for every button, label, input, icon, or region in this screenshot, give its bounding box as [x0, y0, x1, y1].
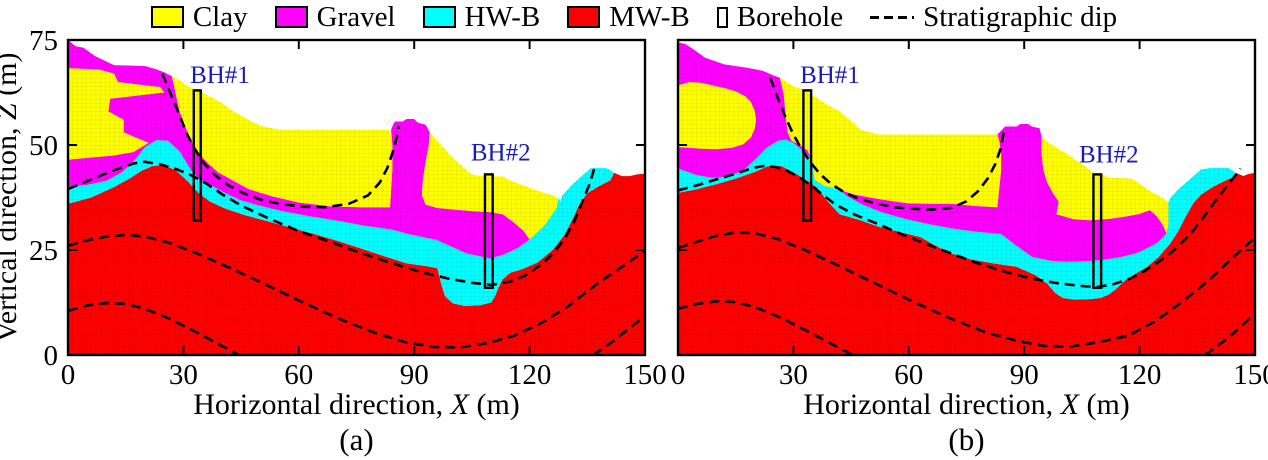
y-tick-label: 25 — [29, 235, 58, 267]
clay-swatch-icon — [150, 6, 184, 28]
plot-b-canvas: BH#1 BH#2 0 30 60 90 120 150 Horizontal directi… — [671, 38, 1268, 457]
gravel-swatch-icon — [274, 6, 308, 28]
stratigraphic-dip-curve — [67, 160, 596, 287]
legend-item: Gravel — [274, 0, 396, 33]
cross-section-plot-b: BH#1 BH#2 0 30 60 90 120 150 Horizontal directi… — [671, 38, 1268, 457]
borehole-bh#1 — [192, 89, 202, 222]
borehole-bh#2 — [1092, 173, 1103, 289]
borehole-label: BH#2 — [1079, 142, 1139, 169]
borehole-label: BH#1 — [190, 62, 250, 89]
plot-a-canvas: BH#1 BH#2 0 30 60 90 120 150 0 25 50 75 Vertical di… — [0, 25, 667, 457]
x-tick-label: 90 — [400, 359, 429, 391]
cross-section-plot-a: BH#1 BH#2 0 30 60 90 120 150 0 25 50 75 Vertical di… — [0, 25, 667, 457]
stratigraphic-dip-curve — [1204, 312, 1256, 357]
borehole-label: BH#1 — [800, 62, 860, 89]
axis-frame — [66, 38, 647, 357]
legend-item: HW-B — [422, 0, 541, 33]
x-axis-label: Horizontal direction, X (m) — [803, 388, 1130, 421]
borehole-label: BH#2 — [471, 140, 531, 167]
x-tick-label: 0 — [61, 359, 76, 391]
model-grid — [678, 42, 1255, 355]
stratigraphic-dip-curve — [592, 314, 646, 357]
stratigraphic-dip-curve — [769, 77, 1006, 212]
legend-item: MW-B — [567, 0, 690, 33]
x-tick-label: 60 — [894, 359, 923, 391]
y-tick-label: 0 — [44, 340, 59, 372]
legend: Clay Gravel HW-B MW-B Borehole Stratigra… — [0, 0, 1268, 34]
y-axis-label: Vertical direction, Z (m) — [0, 53, 23, 343]
subplot-caption: (b) — [948, 422, 984, 457]
legend-item: Stratigraphic dip — [870, 0, 1118, 33]
y-tick-label: 50 — [29, 130, 58, 162]
x-tick-label: 30 — [169, 359, 198, 391]
legend-label: HW-B — [464, 0, 541, 33]
x-tick-label: 60 — [284, 359, 313, 391]
x-tick-label: 120 — [1118, 359, 1162, 391]
legend-label: Borehole — [736, 0, 844, 33]
borehole-icon — [716, 6, 728, 28]
legend-item: Clay — [150, 0, 248, 33]
x-axis-label: Horizontal direction, X (m) — [193, 388, 520, 421]
axis-frame — [676, 38, 1257, 357]
x-tick-label: 90 — [1010, 359, 1039, 391]
model-grid — [68, 40, 645, 355]
stratigraphic-dip-curve — [161, 73, 401, 209]
x-tick-label: 0 — [671, 359, 686, 391]
stratigraphic-dip-curve — [67, 301, 240, 357]
x-tick-label: 30 — [779, 359, 808, 391]
stratigraphic-dip-curve — [677, 231, 1256, 348]
legend-item: Borehole — [716, 0, 844, 33]
legend-label: Gravel — [316, 0, 396, 33]
hwb-swatch-icon — [422, 6, 456, 28]
y-tick-label: 75 — [29, 25, 58, 57]
x-tick-label: 150 — [1233, 359, 1268, 391]
x-tick-label: 150 — [623, 359, 667, 391]
borehole-bh#2 — [483, 173, 494, 289]
stratigraphic-dip-curve — [677, 299, 854, 357]
subplot-caption: (a) — [339, 422, 373, 457]
legend-label: Clay — [192, 0, 248, 33]
x-tick-label: 120 — [508, 359, 551, 391]
legend-label: Stratigraphic dip — [923, 0, 1118, 33]
stratigraphic-dip-curve — [677, 164, 1242, 289]
mwb-swatch-icon — [567, 6, 601, 28]
borehole-bh#1 — [802, 89, 813, 222]
stratigraphic-dip-curve — [67, 233, 646, 349]
dashed-line-icon — [870, 15, 915, 19]
legend-label: MW-B — [609, 0, 690, 33]
